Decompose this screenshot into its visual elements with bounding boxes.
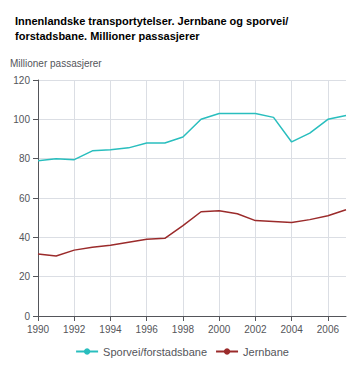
svg-text:2006: 2006 — [317, 324, 340, 335]
svg-text:1994: 1994 — [99, 324, 122, 335]
svg-text:1998: 1998 — [172, 324, 195, 335]
svg-text:2004: 2004 — [281, 324, 304, 335]
svg-text:Jernbane: Jernbane — [243, 346, 289, 358]
svg-text:1992: 1992 — [63, 324, 86, 335]
svg-text:0: 0 — [24, 311, 30, 322]
svg-text:20: 20 — [19, 271, 31, 282]
svg-text:1990: 1990 — [27, 324, 50, 335]
svg-text:120: 120 — [13, 75, 30, 86]
svg-text:40: 40 — [19, 232, 31, 243]
svg-text:2000: 2000 — [208, 324, 231, 335]
svg-text:Sporvei/forstadsbane: Sporvei/forstadsbane — [103, 346, 207, 358]
svg-text:60: 60 — [19, 193, 31, 204]
svg-text:80: 80 — [19, 153, 31, 164]
svg-text:forstadsbane. Millioner passas: forstadsbane. Millioner passasjerer — [15, 30, 200, 42]
svg-text:Innenlandske transportytelser.: Innenlandske transportytelser. Jernbane … — [15, 15, 288, 27]
svg-text:Millioner passasjerer: Millioner passasjerer — [10, 58, 102, 69]
svg-text:1996: 1996 — [136, 324, 159, 335]
svg-text:100: 100 — [13, 114, 30, 125]
svg-text:2002: 2002 — [244, 324, 267, 335]
